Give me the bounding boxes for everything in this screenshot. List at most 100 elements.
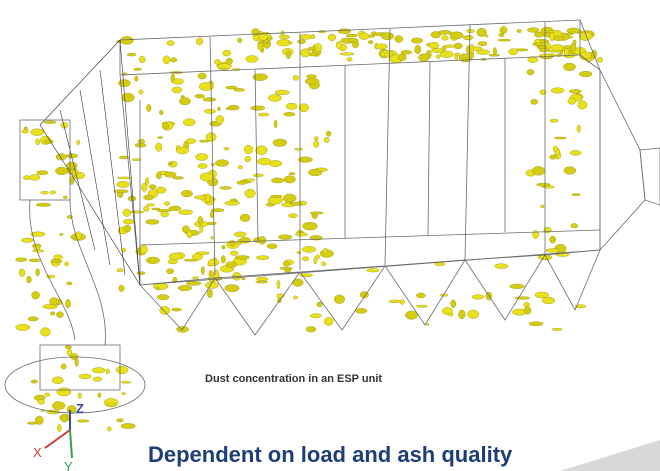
plume bbox=[121, 381, 131, 383]
plume bbox=[515, 297, 530, 300]
plume bbox=[145, 220, 159, 225]
plume bbox=[44, 121, 56, 124]
plume bbox=[532, 166, 545, 175]
plume bbox=[295, 233, 307, 237]
plume bbox=[224, 147, 230, 149]
plume bbox=[270, 195, 282, 198]
plume bbox=[93, 377, 102, 381]
plume bbox=[198, 164, 208, 169]
plume bbox=[57, 424, 61, 431]
plume bbox=[196, 38, 203, 45]
plume bbox=[181, 190, 192, 197]
plume bbox=[418, 54, 429, 62]
plume bbox=[246, 179, 255, 182]
plume bbox=[119, 285, 124, 291]
plume bbox=[444, 45, 455, 48]
plume bbox=[564, 167, 576, 175]
caption: Dust concentration in an ESP unit bbox=[205, 373, 382, 385]
plume bbox=[149, 185, 156, 189]
plume bbox=[495, 264, 508, 269]
plume bbox=[553, 146, 558, 151]
plume bbox=[117, 181, 130, 187]
plume bbox=[172, 87, 182, 93]
base-box bbox=[40, 345, 120, 390]
plume bbox=[293, 296, 297, 299]
plume bbox=[141, 183, 147, 191]
plume bbox=[256, 146, 268, 155]
plume bbox=[134, 68, 142, 70]
plume bbox=[118, 80, 130, 87]
plume bbox=[277, 280, 280, 289]
axis-y: Y bbox=[64, 459, 73, 471]
plume bbox=[538, 46, 547, 49]
esp-figure: Z X Y Dust concentration in an ESP unit … bbox=[0, 0, 660, 471]
plume bbox=[279, 35, 290, 39]
plume bbox=[172, 308, 182, 311]
plume bbox=[347, 58, 352, 62]
plume bbox=[256, 281, 268, 283]
plume bbox=[119, 156, 129, 159]
plume bbox=[54, 255, 63, 260]
plume bbox=[310, 314, 321, 319]
plume bbox=[55, 167, 67, 175]
plume bbox=[124, 225, 131, 232]
plume bbox=[536, 183, 550, 186]
plume bbox=[381, 32, 394, 39]
plume bbox=[92, 368, 105, 373]
plume bbox=[170, 58, 177, 63]
plume bbox=[245, 189, 256, 198]
plume bbox=[200, 173, 213, 181]
plume bbox=[301, 49, 310, 57]
plume bbox=[326, 131, 331, 136]
plume bbox=[241, 277, 245, 280]
plume bbox=[122, 392, 126, 394]
plume bbox=[411, 38, 423, 43]
plume bbox=[577, 125, 580, 133]
plume bbox=[328, 34, 336, 41]
plume bbox=[32, 250, 43, 253]
plume bbox=[450, 32, 464, 39]
plume bbox=[510, 284, 525, 289]
plume bbox=[540, 205, 544, 208]
plume bbox=[123, 219, 134, 224]
plume bbox=[214, 60, 220, 65]
plume bbox=[297, 251, 301, 253]
plume bbox=[178, 285, 192, 290]
plume bbox=[268, 94, 281, 101]
plume bbox=[550, 236, 556, 243]
plume bbox=[161, 212, 169, 217]
plume bbox=[140, 245, 147, 254]
plume bbox=[122, 93, 135, 102]
plume bbox=[532, 43, 545, 46]
plume bbox=[200, 225, 203, 233]
plume bbox=[106, 403, 116, 406]
plume bbox=[284, 176, 296, 183]
plume bbox=[225, 201, 240, 205]
plume bbox=[135, 76, 139, 81]
plume bbox=[314, 141, 319, 148]
plume bbox=[317, 302, 323, 307]
plume bbox=[524, 302, 530, 307]
plume bbox=[50, 312, 54, 315]
plume bbox=[346, 34, 358, 37]
plume bbox=[570, 150, 581, 155]
plume bbox=[237, 38, 242, 43]
plume bbox=[169, 253, 181, 260]
plume bbox=[44, 140, 54, 144]
plume bbox=[298, 157, 312, 163]
plume bbox=[163, 123, 168, 129]
plume bbox=[59, 233, 63, 235]
plume bbox=[569, 89, 581, 93]
plume bbox=[195, 94, 205, 98]
plume bbox=[493, 48, 497, 55]
plume bbox=[477, 28, 487, 36]
plume bbox=[222, 245, 226, 249]
plume bbox=[56, 312, 63, 318]
plume bbox=[201, 266, 204, 274]
plume bbox=[451, 300, 456, 308]
plume bbox=[157, 295, 169, 300]
plume bbox=[138, 139, 144, 144]
plume bbox=[176, 147, 188, 154]
plume bbox=[186, 281, 201, 285]
plume bbox=[568, 98, 576, 104]
